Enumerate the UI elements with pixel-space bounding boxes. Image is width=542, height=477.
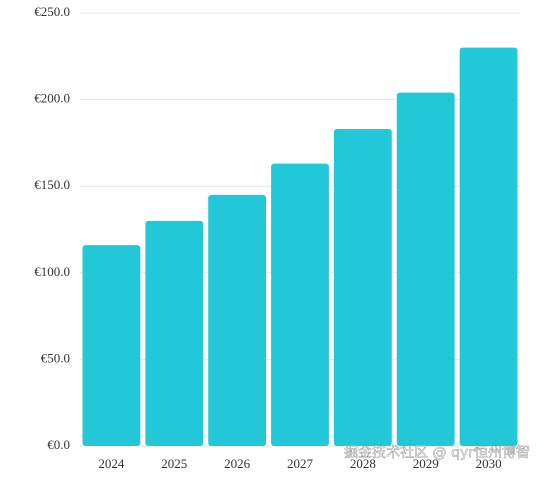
y-tick-label: €100.0 <box>34 264 70 279</box>
y-tick-label: €150.0 <box>34 177 70 192</box>
x-tick-label: 2028 <box>350 456 376 471</box>
y-tick-label: €50.0 <box>41 350 70 365</box>
x-tick-label: 2030 <box>476 456 502 471</box>
x-tick-label: 2024 <box>98 456 125 471</box>
watermark: 掘金技术社区 @ qyr恒州博智 <box>344 444 530 461</box>
bar <box>208 194 267 446</box>
bar <box>396 92 455 446</box>
x-tick-label: 2027 <box>287 456 314 471</box>
bar <box>271 163 329 446</box>
y-tick-label: €200.0 <box>34 91 70 106</box>
bar <box>145 220 204 446</box>
y-tick-label: €250.0 <box>34 4 70 19</box>
x-tick-label: 2026 <box>224 456 251 471</box>
bar <box>82 245 141 446</box>
bar <box>333 129 392 446</box>
bar <box>459 47 518 446</box>
x-tick-label: 2025 <box>161 456 187 471</box>
y-tick-label: €0.0 <box>47 437 70 452</box>
x-tick-label: 2029 <box>413 456 439 471</box>
